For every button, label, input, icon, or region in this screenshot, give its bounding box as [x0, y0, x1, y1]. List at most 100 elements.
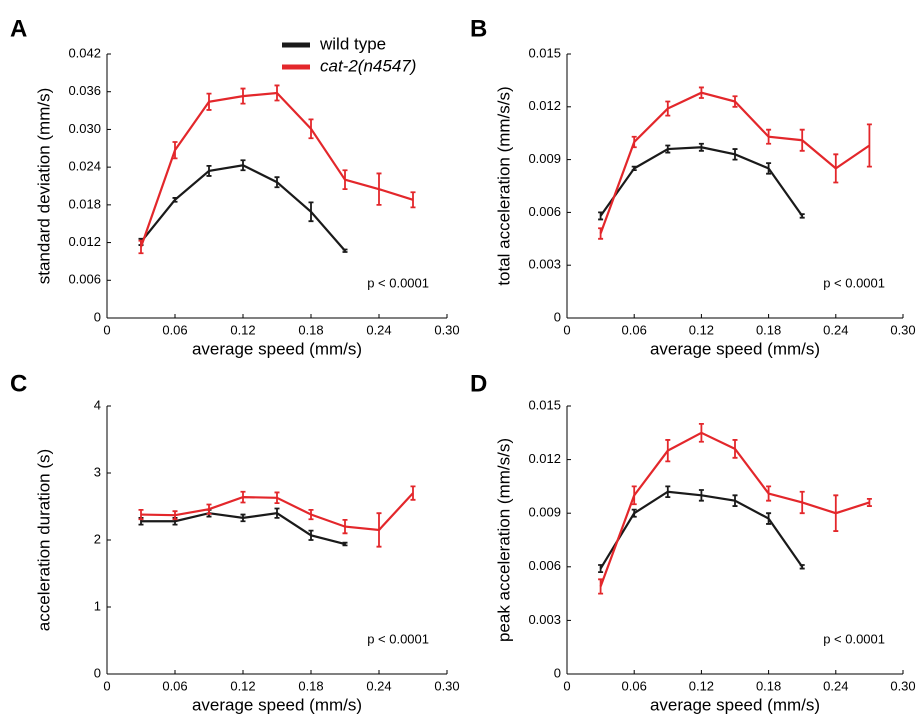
panel-label: A: [10, 15, 27, 42]
error-bar: [732, 494, 738, 507]
y-tick-label: 0.030: [68, 121, 101, 136]
series-line: [599, 146, 804, 217]
x-tick-label: 0.12: [230, 322, 255, 337]
y-tick-label: 2: [94, 531, 101, 546]
error-bar: [206, 503, 212, 515]
x-tick-label: 0.18: [756, 678, 781, 693]
error-bar: [766, 485, 772, 502]
y-tick-label: 0.009: [528, 151, 561, 166]
y-tick-label: 0: [554, 309, 561, 324]
error-bar: [240, 490, 246, 504]
error-bar: [665, 100, 671, 117]
annotation: p < 0.0001: [823, 631, 885, 646]
y-axis-label: standard deviation (mm/s): [34, 88, 53, 285]
error-bar: [631, 485, 637, 506]
error-bar: [376, 172, 382, 206]
error-bar: [598, 564, 604, 574]
y-tick-label: 0.036: [68, 83, 101, 98]
error-bar: [274, 507, 280, 519]
error-bar: [240, 159, 246, 172]
annotation: p < 0.0001: [367, 631, 429, 646]
x-axis-label: average speed (mm/s): [192, 695, 362, 714]
error-bar: [698, 489, 704, 502]
y-tick-label: 0.006: [528, 204, 561, 219]
y-tick-label: 0.009: [528, 505, 561, 520]
error-bar: [833, 494, 839, 532]
x-tick-label: 0.18: [298, 322, 323, 337]
annotation: p < 0.0001: [367, 275, 429, 290]
x-axis-label: average speed (mm/s): [650, 339, 820, 358]
error-bar: [342, 541, 348, 547]
error-bar: [799, 213, 805, 219]
panel-label: B: [470, 15, 487, 42]
y-tick-label: 0.018: [68, 196, 101, 211]
error-bar: [206, 92, 212, 111]
x-tick-label: 0.30: [434, 322, 459, 337]
error-bar: [631, 508, 637, 518]
x-tick-label: 0.12: [689, 678, 714, 693]
y-tick-label: 0.006: [68, 272, 101, 287]
error-bar: [799, 490, 805, 515]
error-bar: [766, 512, 772, 525]
panel-label: D: [470, 370, 487, 397]
y-tick-label: 4: [94, 397, 101, 412]
error-bar: [665, 485, 671, 499]
y-tick-label: 0.042: [68, 45, 101, 60]
legend-label: wild type: [319, 34, 386, 53]
y-tick-label: 0.012: [68, 234, 101, 249]
error-bar: [138, 508, 144, 521]
error-bar: [308, 529, 314, 541]
error-bar: [665, 144, 671, 154]
y-axis-label: acceleration duration (s): [34, 449, 53, 631]
legend-label: cat-2(n4547): [320, 56, 416, 75]
y-tick-label: 0: [94, 665, 101, 680]
y-tick-label: 0.015: [528, 397, 561, 412]
error-bar: [766, 162, 772, 175]
x-tick-label: 0.30: [890, 322, 915, 337]
error-bar: [799, 128, 805, 152]
x-tick-label: 0: [563, 678, 570, 693]
y-tick-label: 0.003: [528, 257, 561, 272]
error-bar: [732, 439, 738, 459]
error-bar: [866, 498, 872, 507]
error-bar: [410, 485, 416, 501]
panel-label: C: [10, 370, 27, 397]
error-bar: [308, 118, 314, 140]
error-bar: [598, 578, 604, 595]
x-tick-label: 0.18: [298, 678, 323, 693]
x-tick-label: 0.24: [366, 678, 391, 693]
x-axis-label: average speed (mm/s): [192, 339, 362, 358]
error-bar: [308, 201, 314, 223]
error-bar: [172, 197, 178, 203]
error-bar: [766, 128, 772, 145]
y-tick-label: 0.012: [528, 451, 561, 466]
x-tick-label: 0.30: [890, 678, 915, 693]
x-tick-label: 0.06: [162, 678, 187, 693]
y-tick-label: 0: [554, 665, 561, 680]
x-tick-label: 0.12: [689, 322, 714, 337]
error-bar: [342, 519, 348, 535]
error-bar: [342, 248, 348, 253]
y-tick-label: 0.012: [528, 98, 561, 113]
error-bar: [206, 164, 212, 177]
error-bar: [598, 227, 604, 240]
error-bar: [631, 165, 637, 172]
series-line: [599, 91, 871, 234]
x-tick-label: 0.12: [230, 678, 255, 693]
error-bar: [698, 86, 704, 99]
error-bar: [410, 191, 416, 209]
error-bar: [274, 84, 280, 102]
x-tick-label: 0: [103, 322, 110, 337]
x-tick-label: 0: [563, 322, 570, 337]
error-bar: [866, 123, 872, 168]
y-tick-label: 1: [94, 598, 101, 613]
error-bar: [342, 169, 348, 191]
x-tick-label: 0.30: [434, 678, 459, 693]
error-bar: [308, 508, 314, 521]
y-axis-label: peak acceleration (mm/s/s): [494, 438, 513, 642]
error-bar: [274, 491, 280, 505]
y-tick-label: 0.024: [68, 159, 101, 174]
error-bar: [833, 153, 839, 184]
x-tick-label: 0.24: [823, 322, 848, 337]
